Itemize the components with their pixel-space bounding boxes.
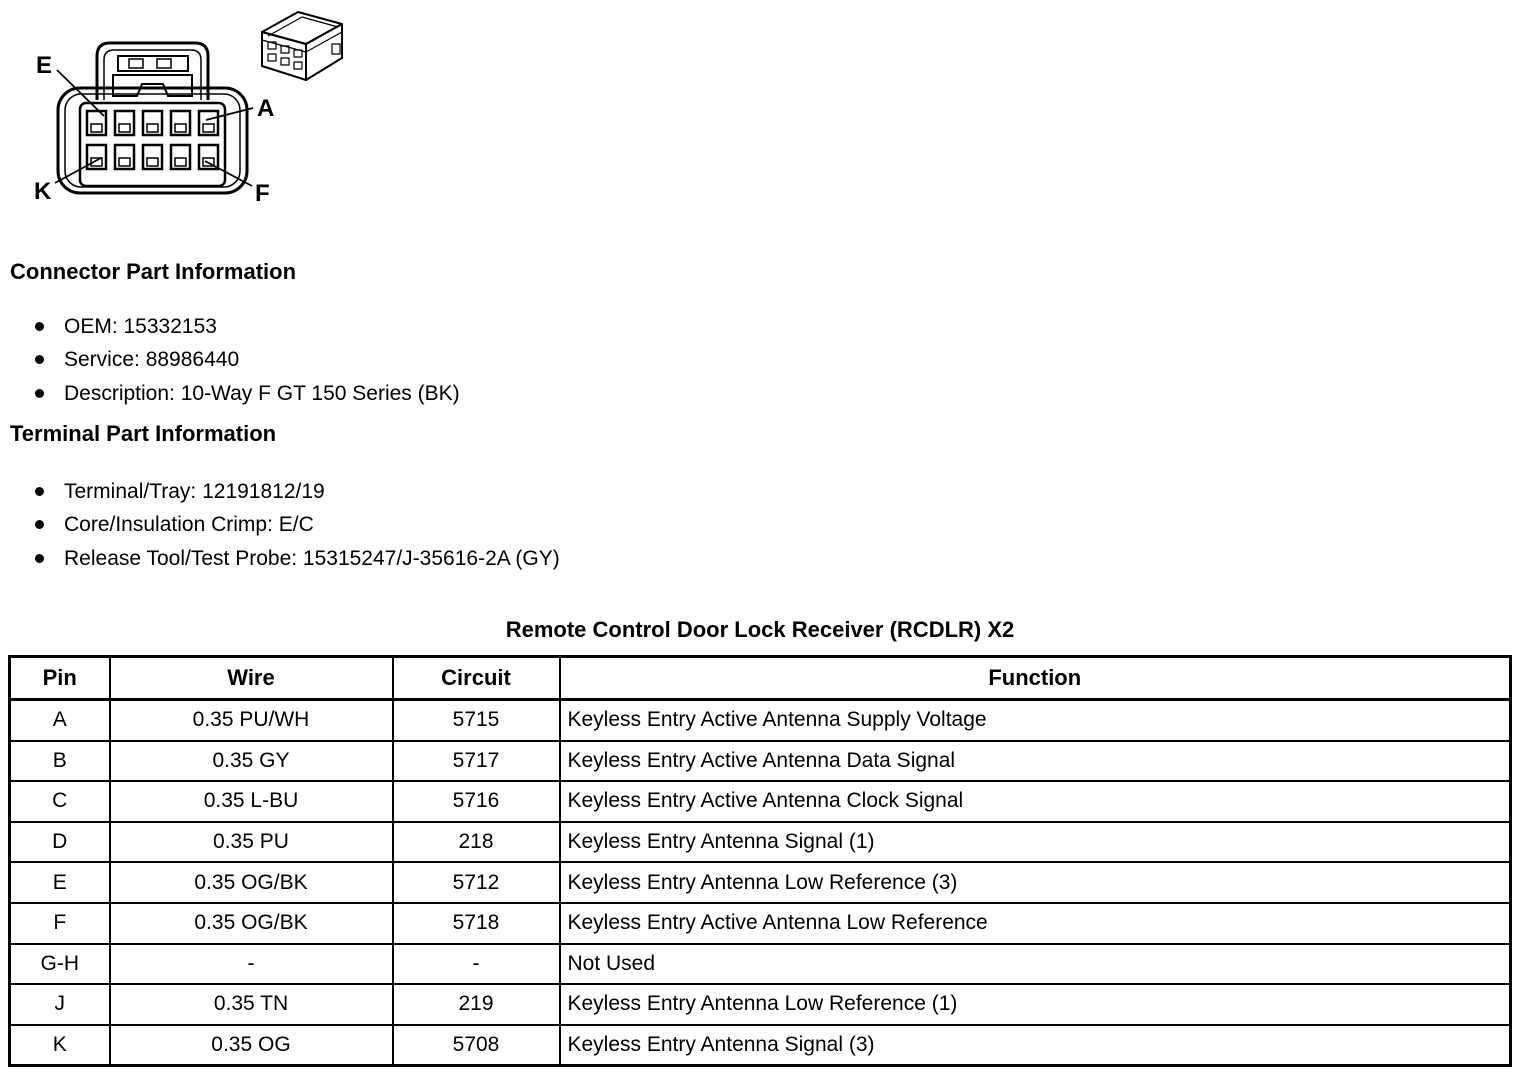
table-row: J 0.35 TN 219 Keyless Entry Antenna Low … [8, 983, 1512, 1026]
terminal-part-info-heading: Terminal Part Information [10, 421, 277, 446]
table-row: B 0.35 GY 5717 Keyless Entry Active Ante… [8, 739, 1512, 783]
cell-wire: - [108, 942, 394, 986]
cell-circuit: 5712 [391, 861, 561, 904]
column-header-pin: Pin [8, 655, 111, 701]
connector-front-view-icon [56, 41, 249, 195]
pin-label-a: A [257, 95, 274, 122]
table-header-row: Pin Wire Circuit Function [8, 655, 1512, 701]
table-row: C 0.35 L-BU 5716 Keyless Entry Active An… [8, 780, 1512, 823]
table-row: G-H - - Not Used [8, 942, 1512, 986]
cell-function: Keyless Entry Antenna Signal (3) [558, 1023, 1512, 1067]
cell-wire: 0.35 PU/WH [108, 698, 394, 742]
table-row: D 0.35 PU 218 Keyless Entry Antenna Sign… [8, 820, 1512, 864]
cell-circuit: 219 [391, 983, 561, 1026]
cell-wire: 0.35 GY [108, 739, 394, 783]
table-row: K 0.35 OG 5708 Keyless Entry Antenna Sig… [8, 1023, 1512, 1067]
cell-pin: B [8, 739, 111, 783]
column-header-function: Function [558, 655, 1512, 701]
pinout-table: Pin Wire Circuit Function A 0.35 PU/WH 5… [8, 655, 1512, 1068]
cell-circuit: 5716 [391, 780, 561, 823]
cell-circuit: 5717 [391, 739, 561, 783]
list-item-text: OEM: 15332153 [64, 314, 217, 338]
cell-function: Keyless Entry Antenna Low Reference (3) [558, 861, 1512, 904]
table-row: E 0.35 OG/BK 5712 Keyless Entry Antenna … [8, 861, 1512, 904]
connector-3d-view-icon [261, 11, 343, 81]
table-row: A 0.35 PU/WH 5715 Keyless Entry Active A… [8, 698, 1512, 742]
cell-function: Keyless Entry Active Antenna Clock Signa… [558, 780, 1512, 823]
cell-function: Keyless Entry Active Antenna Supply Volt… [558, 698, 1512, 742]
pin-label-f: F [255, 180, 270, 207]
cell-pin: E [8, 861, 111, 904]
cell-pin: A [8, 698, 111, 742]
list-item: Description: 10-Way F GT 150 Series (BK) [0, 377, 900, 411]
list-item-text: Description: 10-Way F GT 150 Series (BK) [64, 381, 460, 405]
list-item-text: Terminal/Tray: 12191812/19 [64, 479, 325, 503]
cell-pin: K [8, 1023, 111, 1067]
cell-pin: D [8, 820, 111, 864]
cell-pin: G-H [8, 942, 111, 986]
connector-diagram: E A K F [0, 0, 360, 215]
connector-part-info-list: OEM: 15332153 Service: 88986440 Descript… [0, 310, 900, 411]
bullet-icon [35, 520, 44, 530]
pin-label-k: K [34, 178, 52, 205]
pin-leader-lines [54, 69, 254, 187]
list-item-text: Core/Insulation Crimp: E/C [64, 513, 314, 537]
cell-wire: 0.35 PU [108, 820, 394, 864]
cell-function: Keyless Entry Antenna Signal (1) [558, 820, 1512, 864]
list-item: Service: 88986440 [0, 344, 900, 378]
list-item-text: Release Tool/Test Probe: 15315247/J-3561… [64, 546, 560, 570]
pin-label-e: E [36, 52, 52, 79]
cell-circuit: 5708 [391, 1023, 561, 1067]
bullet-icon [35, 355, 44, 365]
cell-circuit: 5715 [391, 698, 561, 742]
bullet-icon [35, 553, 44, 563]
cell-wire: 0.35 TN [108, 983, 394, 1026]
list-item-text: Service: 88986440 [64, 348, 240, 372]
cell-pin: F [8, 901, 111, 945]
list-item: Terminal/Tray: 12191812/19 [0, 475, 900, 509]
cell-function: Keyless Entry Active Antenna Data Signal [558, 739, 1512, 783]
connector-part-info-heading: Connector Part Information [10, 259, 297, 284]
cell-wire: 0.35 L-BU [108, 780, 394, 823]
list-item: Release Tool/Test Probe: 15315247/J-3561… [0, 542, 900, 576]
cell-circuit: - [391, 942, 561, 986]
cell-wire: 0.35 OG/BK [108, 861, 394, 904]
cell-wire: 0.35 OG [108, 1023, 394, 1067]
table-row: F 0.35 OG/BK 5718 Keyless Entry Active A… [8, 901, 1512, 945]
column-header-wire: Wire [108, 655, 394, 701]
cell-function: Keyless Entry Active Antenna Low Referen… [558, 901, 1512, 945]
cell-pin: C [8, 780, 111, 823]
list-item: Core/Insulation Crimp: E/C [0, 509, 900, 543]
cell-circuit: 218 [391, 820, 561, 864]
cell-wire: 0.35 OG/BK [108, 901, 394, 945]
terminal-part-info-list: Terminal/Tray: 12191812/19 Core/Insulati… [0, 475, 900, 576]
cell-function: Not Used [558, 942, 1512, 986]
cell-pin: J [8, 983, 111, 1026]
cell-circuit: 5718 [391, 901, 561, 945]
pinout-table-title: Remote Control Door Lock Receiver (RCDLR… [505, 617, 1015, 642]
bullet-icon [35, 321, 44, 331]
bullet-icon [35, 388, 44, 398]
bullet-icon [35, 486, 44, 496]
list-item: OEM: 15332153 [0, 310, 900, 344]
cell-function: Keyless Entry Antenna Low Reference (1) [558, 983, 1512, 1026]
column-header-circuit: Circuit [391, 655, 561, 701]
